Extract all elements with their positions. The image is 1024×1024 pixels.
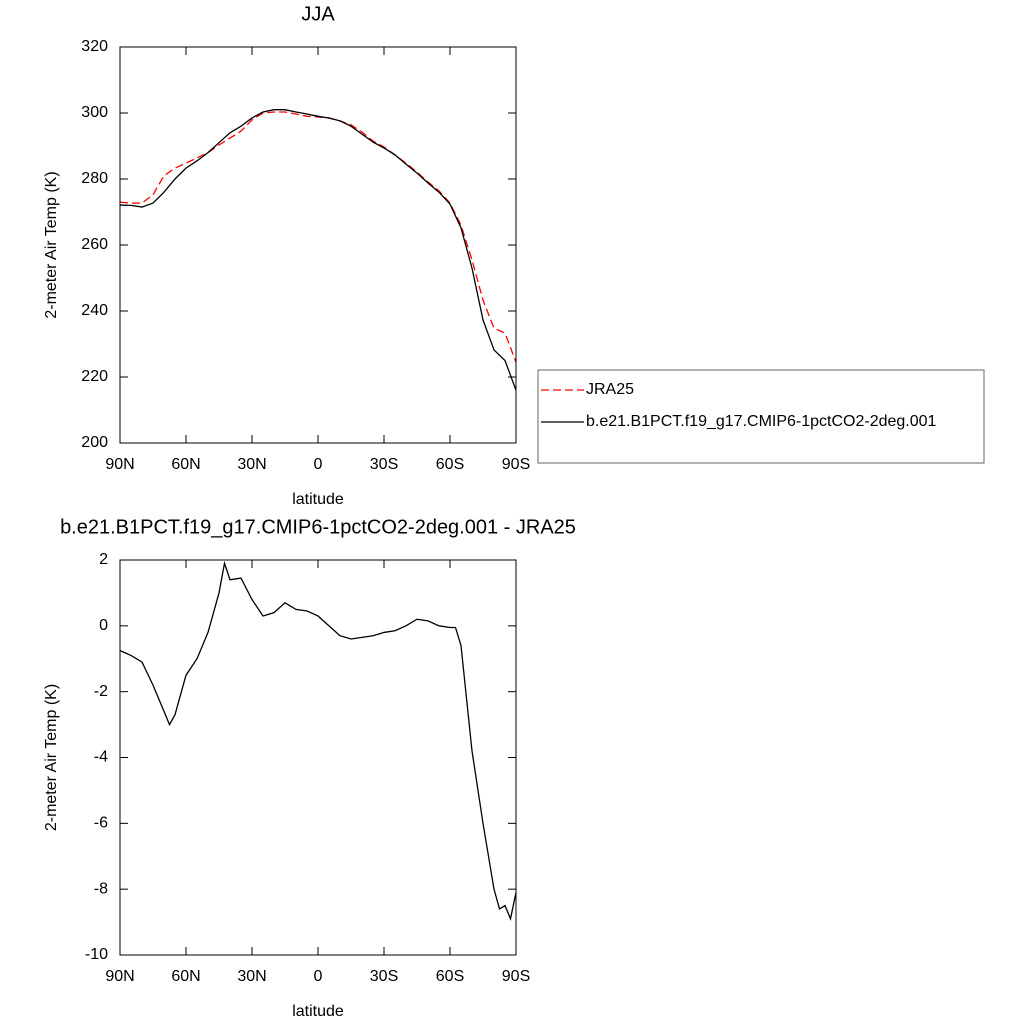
y-tick-label: 260 <box>81 236 108 253</box>
data-line <box>119 560 517 921</box>
x-tick-label: 0 <box>314 456 323 473</box>
x-tick-label: 60S <box>436 456 464 473</box>
chart-title: b.e21.B1PCT.f19_g17.CMIP6-1pctCO2-2deg.0… <box>60 516 576 538</box>
y-tick-label: -2 <box>94 683 108 700</box>
y-axis-label: 2-meter Air Temp (K) <box>43 171 60 318</box>
plot-frame <box>119 559 517 956</box>
y-tick-label: 240 <box>81 302 108 319</box>
x-tick-label: 30N <box>237 456 266 473</box>
data-line <box>119 109 517 391</box>
y-tick-label: 2 <box>99 551 108 568</box>
x-tick-label: 30S <box>370 968 398 985</box>
x-tick-label: 60N <box>171 456 200 473</box>
x-axis-label: latitude <box>292 491 344 508</box>
plot-frame <box>119 46 517 444</box>
x-tick-label: 60S <box>436 968 464 985</box>
y-axis-label: 2-meter Air Temp (K) <box>43 684 60 831</box>
legend-label: b.e21.B1PCT.f19_g17.CMIP6-1pctCO2-2deg.0… <box>586 413 937 430</box>
x-tick-label: 30N <box>237 968 266 985</box>
legend-label: JRA25 <box>586 381 634 398</box>
x-tick-label: 0 <box>314 968 323 985</box>
x-tick-label: 90S <box>502 968 530 985</box>
x-tick-label: 60N <box>171 968 200 985</box>
chart-title: JJA <box>301 3 335 25</box>
y-tick-label: -6 <box>94 815 108 832</box>
y-tick-label: 320 <box>81 38 108 55</box>
y-tick-label: 200 <box>81 434 108 451</box>
y-tick-label: -10 <box>85 946 108 963</box>
x-tick-label: 90S <box>502 456 530 473</box>
y-tick-label: 0 <box>99 617 108 634</box>
y-tick-label: 280 <box>81 170 108 187</box>
data-line <box>119 111 517 363</box>
x-tick-label: 90N <box>105 968 134 985</box>
y-tick-label: 300 <box>81 104 108 121</box>
legend-box <box>537 369 985 464</box>
y-tick-label: -8 <box>94 880 108 897</box>
x-tick-label: 30S <box>370 456 398 473</box>
y-tick-label: -4 <box>94 749 108 766</box>
y-tick-label: 220 <box>81 368 108 385</box>
x-axis-label: latitude <box>292 1003 344 1020</box>
x-tick-label: 90N <box>105 456 134 473</box>
